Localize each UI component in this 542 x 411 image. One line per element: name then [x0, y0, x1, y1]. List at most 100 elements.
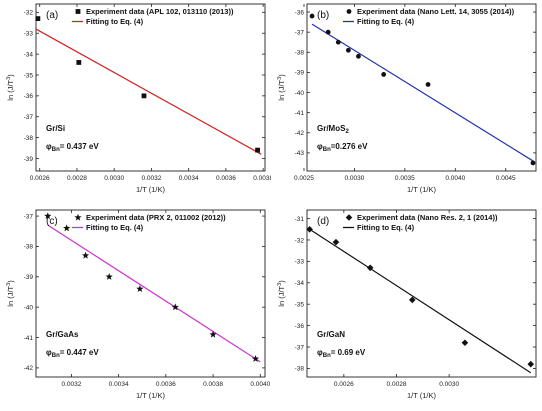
x-tick-label: 0.0034	[109, 381, 129, 388]
legend-marker	[75, 9, 81, 14]
y-tick-label: -37	[24, 213, 34, 220]
panel-label: (d)	[317, 216, 329, 227]
y-axis-label-main: ln (J/T	[6, 285, 15, 306]
barrier-height-tail: = 0.447 eV	[60, 348, 100, 357]
barrier-height-main: φ	[46, 348, 52, 357]
data-point	[63, 224, 71, 232]
y-tick-label: -35	[24, 72, 34, 79]
data-point	[141, 93, 147, 99]
y-tick-label: -34	[295, 280, 305, 287]
barrier-height: φBn=0.276 eV	[317, 142, 368, 153]
data-point	[76, 60, 82, 65]
y-axis-label-tail: )	[6, 280, 15, 283]
plot-frame	[35, 209, 266, 378]
legend-entry-data: Experiment data (Nano Res. 2, 1 (2014))	[357, 213, 498, 222]
y-tick-label: -43	[295, 150, 305, 157]
barrier-height-tail: =0.276 eV	[331, 142, 368, 151]
x-tick-label: 0.0040	[445, 175, 465, 182]
x-axis-label: 1/T (1/K)	[136, 391, 166, 400]
material-label: Gr/GaN	[317, 330, 345, 339]
y-tick-label: -36	[295, 9, 305, 16]
data-point	[81, 251, 90, 259]
barrier-height-main: φ	[317, 348, 323, 357]
data-point	[325, 29, 331, 35]
barrier-height-sub: Bn	[323, 353, 331, 359]
y-axis-label-main: ln (J/T	[277, 79, 286, 100]
legend-entry-fit: Fitting to Eq. (4)	[357, 223, 415, 232]
panel-label: (a)	[46, 10, 58, 21]
y-tick-label: -37	[295, 29, 305, 36]
legend-entry-data: Experiment data (PRX 2, 011002 (2012))	[86, 213, 226, 222]
legend-entry-fit: Fitting to Eq. (4)	[86, 223, 144, 232]
y-axis-label-sup: 3	[277, 283, 283, 286]
legend-entry-data: Experiment data (Nano Lett. 14, 3055 (20…	[357, 7, 515, 16]
y-tick-label: -33	[295, 259, 305, 266]
panel-c: 0.0032 0.0034 0.0036 0.0038 0.0040 -37 -38 -39 -…	[6, 209, 271, 400]
y-tick-label: -32	[24, 10, 34, 17]
data-point	[356, 53, 361, 59]
barrier-height-tail: = 0.437 eV	[60, 142, 100, 151]
legend-entry-fit: Fitting to Eq. (4)	[357, 17, 415, 26]
y-axis-label: ln (J/T3)	[6, 74, 15, 101]
data-point	[309, 13, 315, 19]
barrier-height-tail: = 0.69 eV	[331, 348, 366, 357]
data-point	[136, 285, 144, 293]
y-tick-label: -35	[295, 302, 305, 309]
y-tick-label: -37	[24, 114, 34, 121]
data-point	[345, 47, 351, 53]
y-tick-label: -32	[295, 237, 305, 244]
panel-d: 0.0026 0.0028 0.0030 -31 -32 -33 -34 -35 -36 -37 -…	[277, 209, 537, 400]
data-point	[171, 303, 179, 311]
y-tick-label: -34	[24, 51, 34, 58]
y-tick-label: -31	[295, 216, 305, 223]
legend-marker	[345, 214, 353, 221]
x-tick-label: 0.0045	[496, 175, 516, 182]
legend-marker	[74, 213, 82, 221]
y-tick-label: -38	[24, 135, 34, 142]
x-tick-label: 0.0026	[30, 175, 50, 182]
x-tick-label: 0.0030	[104, 175, 124, 182]
y-tick-label: -41	[295, 110, 305, 117]
fit-line	[35, 28, 262, 155]
panel-b: 0.0025 0.0030 0.0035 0.0040 0.0045 -36 -37 -38 -…	[277, 3, 537, 194]
fit-line	[47, 224, 261, 363]
x-axis-label: 1/T (1/K)	[407, 391, 437, 400]
material-label: Gr/GaAs	[46, 330, 79, 339]
data-point	[332, 238, 340, 246]
data-point	[530, 160, 536, 166]
x-tick-label: 0.0034	[179, 175, 199, 182]
y-axis-label-sup: 3	[6, 77, 12, 80]
y-tick-label: -42	[295, 130, 305, 137]
panel-label: (b)	[317, 10, 329, 21]
x-axis-label: 1/T (1/K)	[136, 185, 166, 194]
material-label: Gr/Si	[46, 124, 65, 133]
y-axis-label-main: ln (J/T	[6, 79, 15, 100]
barrier-height-main: φ	[46, 142, 52, 151]
y-tick-label: -39	[24, 156, 34, 163]
y-tick-label: -41	[24, 335, 34, 342]
material-label-sub: 2	[345, 129, 349, 135]
y-axis-label-sup: 3	[277, 77, 283, 80]
x-tick-label: 0.0028	[67, 175, 87, 182]
y-axis-label-tail: )	[277, 74, 286, 77]
fit-line	[311, 23, 534, 162]
barrier-height: φBn= 0.437 eV	[46, 142, 99, 153]
data-point	[44, 212, 52, 220]
y-axis-label-main: ln (J/T	[277, 285, 286, 306]
data-point	[35, 16, 41, 22]
y-tick-label: -36	[295, 323, 305, 330]
y-tick-label: -36	[24, 93, 34, 100]
data-point	[461, 339, 469, 347]
fit-line	[309, 228, 532, 374]
barrier-height: φBn= 0.447 eV	[46, 348, 99, 359]
x-tick-label: 0.0025	[294, 175, 314, 182]
barrier-height: φBn= 0.69 eV	[317, 348, 366, 359]
y-tick-label: -38	[295, 50, 305, 57]
y-tick-label: -38	[24, 244, 34, 251]
legend-entry-data: Experiment data (APL 102, 013110 (2013))	[86, 7, 234, 16]
y-tick-label: -39	[24, 274, 34, 281]
panel-label: (c)	[46, 216, 58, 227]
panel-a: 0.0026 0.0028 0.0030 0.0032 0.0034 0.0036 0.00…	[6, 3, 271, 194]
y-tick-label: -40	[24, 304, 34, 311]
material-label: Gr/MoS2	[317, 124, 349, 135]
